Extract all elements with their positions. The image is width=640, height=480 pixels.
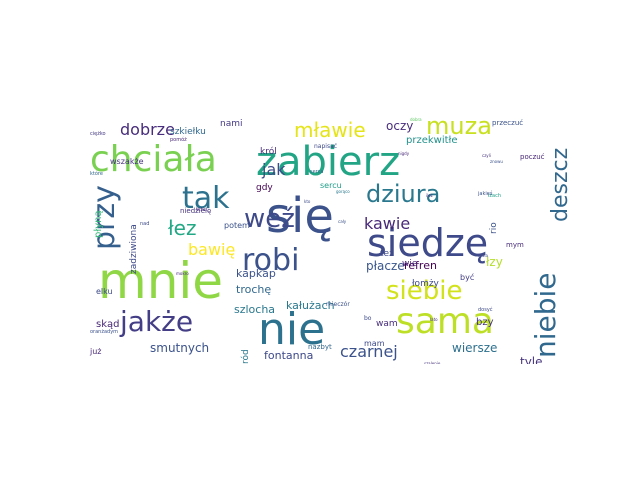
word-sie: się: [266, 188, 334, 244]
word-mnie: mnie: [98, 252, 224, 310]
word-jakies: jakieś: [478, 191, 493, 197]
word-dobra: dobra: [410, 117, 422, 122]
word-cloud: mnie się zabierz siedzę chciała nie sama jakże p…: [80, 98, 569, 364]
word-caly: cały: [338, 219, 347, 224]
word-byc: być: [460, 273, 475, 282]
word-zadziwiona: zadziwiona: [129, 224, 139, 274]
word-oczy: oczy: [386, 119, 414, 133]
word-ciezko: ciężko: [90, 131, 106, 137]
word-deszcz: deszcz: [548, 147, 569, 222]
word-nigdy: nigdy: [398, 151, 410, 156]
word-nazbyt: nazbyt: [308, 343, 332, 351]
word-goraco: gorąco: [336, 189, 350, 194]
word-robi: robi: [242, 243, 300, 278]
word-kto: kto: [304, 199, 311, 204]
word-wsrod: wśród: [241, 349, 251, 364]
word-ktore: które: [90, 171, 103, 177]
word-muza: muza: [426, 112, 492, 140]
word-chciala: chciała: [90, 139, 217, 180]
word-juz: już: [90, 347, 102, 356]
word-smutnych: smutnych: [150, 341, 210, 355]
word-szlocha: szlocha: [234, 303, 276, 316]
word-mala: mała: [478, 253, 488, 258]
word-mam: mam: [364, 339, 385, 348]
word-ilez: ileż: [426, 193, 433, 198]
word-kapkap: kapkap: [236, 267, 276, 280]
word-serca: serca: [310, 169, 324, 175]
word-siebie: siebie: [386, 276, 463, 306]
word-potem: potem: [224, 221, 250, 230]
word-znowu: znowu: [490, 159, 503, 164]
word-przekwitle: przekwitłe: [406, 135, 458, 146]
word-przeczuc: przeczuć: [492, 119, 524, 127]
word-mieczor: mieczór: [326, 301, 350, 308]
word-siedze: siedzę: [367, 221, 489, 265]
word-lato: lato: [430, 317, 438, 322]
word-troche: trochę: [236, 283, 272, 296]
word-placze: płacze: [366, 259, 405, 273]
word-kaluzach: kałużach: [286, 299, 335, 312]
word-tez: też: [380, 249, 394, 259]
word-refren: refren: [404, 259, 437, 272]
word-lzy: łzy: [486, 255, 503, 269]
word-mokro: mokro: [176, 271, 189, 276]
word-jak: jak: [262, 160, 286, 179]
word-rio: rio: [489, 222, 499, 234]
word-jakze: jakże: [120, 305, 194, 338]
word-dosyc: dosyć: [478, 307, 493, 313]
word-fontanna: fontanna: [264, 349, 314, 362]
word-plyna: płyną: [93, 210, 104, 238]
word-tak: tak: [182, 181, 230, 216]
word-elku: elku: [96, 287, 113, 296]
word-bo: bo: [364, 315, 372, 322]
word-mlawie: mławie: [294, 118, 366, 142]
word-bawie: bawię: [188, 240, 236, 259]
word-nami: nami: [220, 119, 243, 129]
word-lzach: łzach: [488, 193, 502, 199]
word-czarnej: czarnej: [340, 342, 398, 361]
word-wszakze: wszakże: [110, 157, 144, 166]
word-mym: mym: [506, 241, 524, 249]
word-wiersze: wiersze: [452, 341, 498, 355]
word-sercu: sercu: [320, 181, 342, 190]
word-zabierz: zabierz: [256, 139, 401, 185]
word-gdy: gdy: [256, 183, 273, 193]
word-czyli: czyli: [482, 153, 491, 158]
word-wam: wam: [376, 319, 398, 329]
word-poczuc: poczuć: [520, 153, 545, 161]
word-dziura: dziura: [366, 180, 441, 208]
word-pomoz: pomóż: [170, 137, 187, 143]
word-napisac: napisać: [314, 143, 338, 150]
word-tchu: tchu: [196, 207, 208, 213]
word-niebie: niebie: [529, 272, 562, 358]
word-dobrze: dobrze: [120, 120, 175, 139]
word-wez: weź: [244, 204, 295, 234]
word-szalenie: szalenie: [424, 361, 441, 365]
word-kawie: kawie: [364, 214, 411, 233]
word-lez: łez: [168, 216, 197, 240]
word-nad: nad: [140, 221, 150, 227]
word-nie: nie: [258, 304, 326, 355]
word-lomzy: łomży: [412, 279, 439, 289]
word-szkielku: szkiełku: [170, 127, 206, 137]
word-niedziele: niedzielę: [180, 207, 212, 215]
word-bzy: bzy: [476, 317, 494, 328]
word-oranzadym: oranżadym: [90, 329, 119, 335]
word-sama: sama: [396, 301, 494, 342]
word-krol: król: [260, 147, 277, 157]
word-wie: wie: [402, 259, 418, 269]
word-tyle: tyle: [520, 355, 543, 364]
word-skad: skąd: [96, 319, 120, 330]
